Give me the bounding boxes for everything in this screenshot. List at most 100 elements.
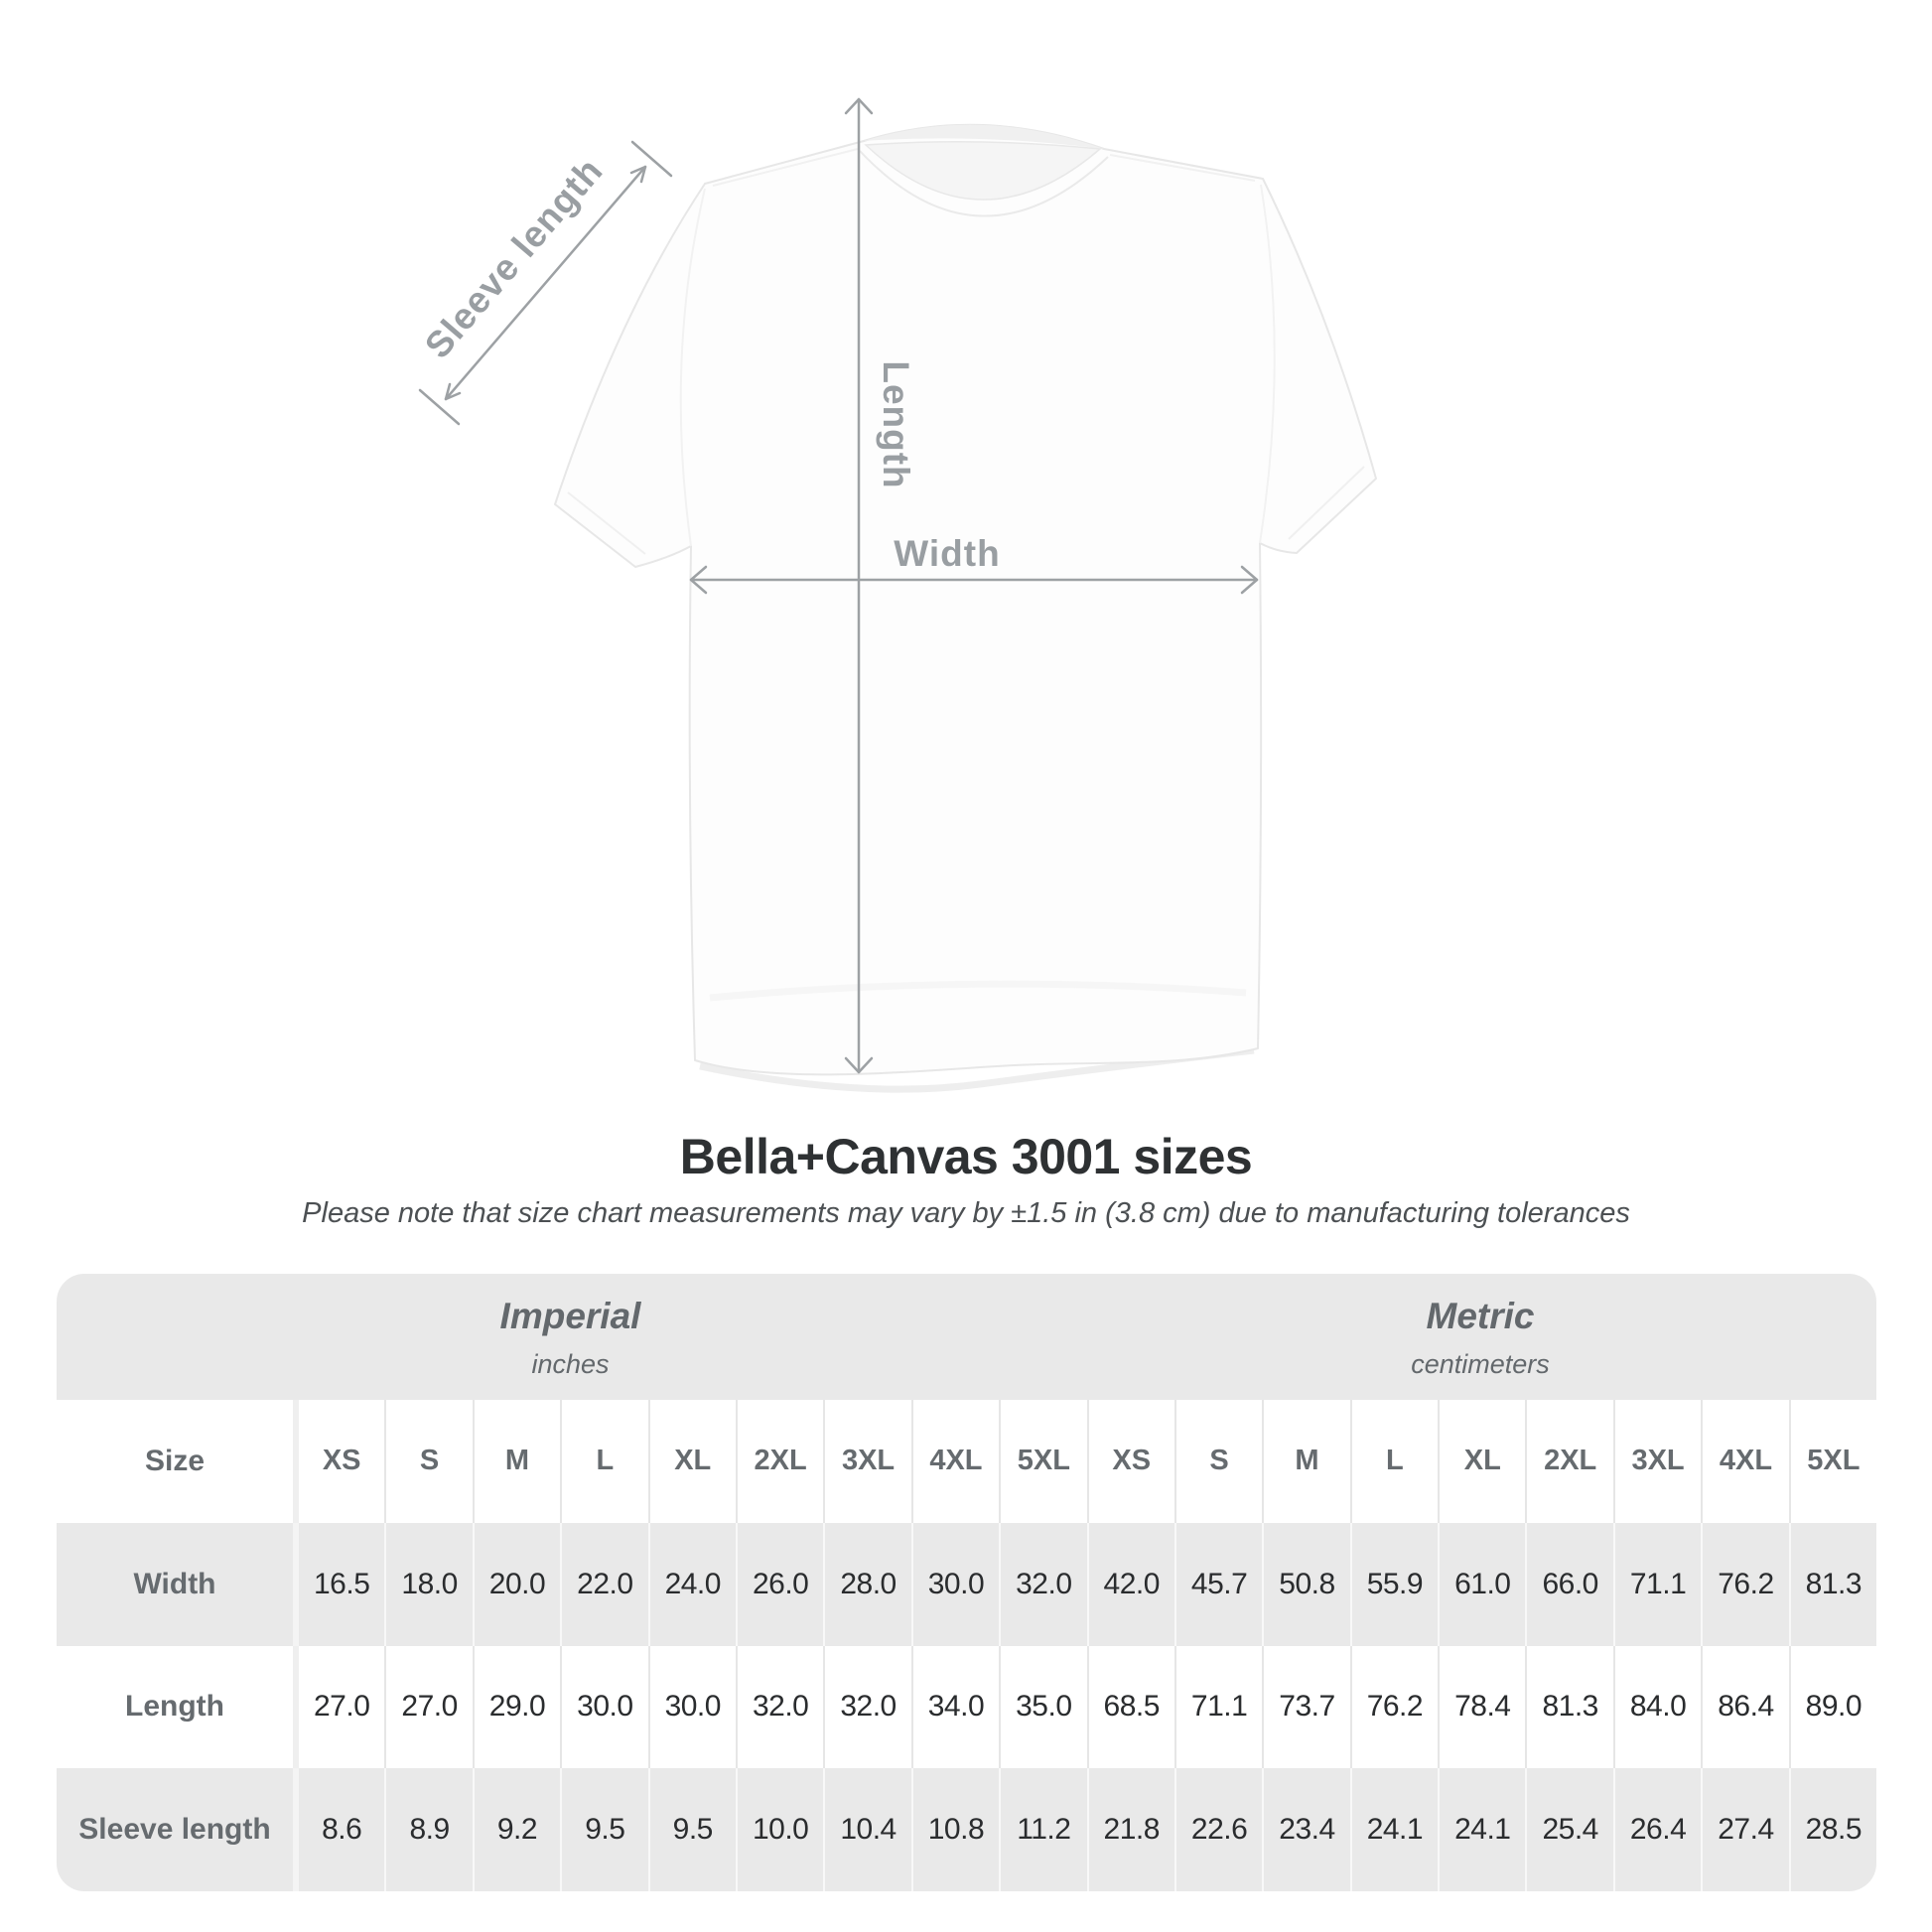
sleeve-length-label: Sleeve length <box>417 150 611 365</box>
value-cell: 8.9 <box>384 1768 472 1891</box>
value-cell: 66.0 <box>1525 1522 1612 1646</box>
value-cell: 29.0 <box>472 1645 560 1769</box>
value-cell: 50.8 <box>1262 1522 1349 1646</box>
value-cell: 32.0 <box>823 1645 910 1769</box>
armhole-seam-left <box>679 188 706 547</box>
length-label: Length <box>876 360 916 488</box>
row-label-sleeve-length: Sleeve length <box>78 1813 271 1847</box>
imperial-group-header: Imperial inches <box>57 1274 1084 1400</box>
col-header-l-metric: L <box>1349 1400 1438 1523</box>
sleeve-length-arrow <box>418 140 673 426</box>
value-cell: 24.1 <box>1438 1768 1525 1891</box>
cuff-fold-left <box>567 491 646 555</box>
collar-front-seam <box>859 150 1109 217</box>
value-cell: 61.0 <box>1438 1522 1525 1646</box>
value-cell: 8.6 <box>293 1768 384 1891</box>
value-cell: 78.4 <box>1438 1645 1525 1769</box>
value-cell: 68.5 <box>1086 1645 1174 1769</box>
value-cell: 81.3 <box>1788 1522 1876 1646</box>
tshirt-diagram: Sleeve length Length Width <box>417 97 1377 1093</box>
value-cell: 10.4 <box>823 1768 910 1891</box>
col-header-2xl-metric: 2XL <box>1525 1400 1612 1523</box>
width-label: Width <box>894 533 1000 574</box>
value-cell: 55.9 <box>1349 1522 1438 1646</box>
row-label-width: Width <box>133 1567 216 1600</box>
metric-group-label: Metric <box>1426 1296 1535 1336</box>
size-column-header: Size <box>144 1444 206 1477</box>
value-cell: 21.8 <box>1086 1768 1174 1891</box>
value-cell: 30.0 <box>647 1645 736 1769</box>
row-label-length: Length <box>125 1690 224 1724</box>
value-cell: 26.4 <box>1612 1768 1701 1891</box>
value-cell: 45.7 <box>1173 1522 1262 1646</box>
value-cell: 76.2 <box>1349 1645 1438 1769</box>
table-row: Width 16.5 18.0 20.0 22.0 24.0 26.0 28.0 30.0 32.… <box>57 1522 1876 1646</box>
value-cell: 25.4 <box>1525 1768 1612 1891</box>
value-cell: 11.2 <box>999 1768 1086 1891</box>
col-header-xl-imperial: XL <box>647 1400 736 1523</box>
value-cell: 32.0 <box>999 1522 1086 1646</box>
imperial-group-label: Imperial <box>499 1296 641 1336</box>
value-cell: 89.0 <box>1788 1645 1876 1769</box>
metric-group-header: Metric centimeters <box>1084 1274 1876 1400</box>
table-row: Length 27.0 27.0 29.0 30.0 30.0 32.0 32.0 34.0 35… <box>57 1645 1876 1769</box>
value-cell: 71.1 <box>1612 1522 1701 1646</box>
value-cell: 24.1 <box>1349 1768 1438 1891</box>
metric-group-unit: centimeters <box>1411 1349 1550 1379</box>
col-header-s-imperial: S <box>384 1400 472 1523</box>
page-title: Bella+Canvas 3001 sizes <box>679 1129 1253 1184</box>
value-cell: 9.5 <box>560 1768 647 1891</box>
value-cell: 73.7 <box>1262 1645 1349 1769</box>
col-header-xl-metric: XL <box>1438 1400 1525 1523</box>
col-header-m-metric: M <box>1262 1400 1349 1523</box>
size-table: Imperial inches Metric centimeters Size X… <box>57 1274 1876 1891</box>
value-cell: 81.3 <box>1525 1645 1612 1769</box>
shoulder-seam-left <box>712 148 859 187</box>
col-header-s-metric: S <box>1173 1400 1262 1523</box>
value-cell: 10.8 <box>910 1768 999 1891</box>
imperial-group-unit: inches <box>531 1349 610 1379</box>
col-header-5xl-metric: 5XL <box>1788 1400 1876 1523</box>
value-cell: 20.0 <box>472 1522 560 1646</box>
value-cell: 28.5 <box>1788 1768 1876 1891</box>
value-cell: 27.0 <box>293 1645 384 1769</box>
value-cell: 23.4 <box>1262 1768 1349 1891</box>
unit-group-band: Imperial inches Metric centimeters <box>57 1274 1876 1400</box>
value-cell: 28.0 <box>823 1522 910 1646</box>
size-header-row: Size XS S M L XL 2XL 3XL 4XL 5XL XS S M L XL 2XL 3XL 4XL 5… <box>57 1400 1876 1523</box>
hem-wrinkle <box>709 980 1247 1002</box>
value-cell: 30.0 <box>910 1522 999 1646</box>
value-cell: 9.2 <box>472 1768 560 1891</box>
value-cell: 76.2 <box>1701 1522 1788 1646</box>
col-header-m-imperial: M <box>472 1400 560 1523</box>
col-header-4xl-metric: 4XL <box>1701 1400 1788 1523</box>
tshirt-silhouette <box>554 123 1377 1076</box>
value-cell: 84.0 <box>1612 1645 1701 1769</box>
length-arrow <box>844 97 874 1074</box>
col-header-3xl-metric: 3XL <box>1612 1400 1701 1523</box>
col-header-3xl-imperial: 3XL <box>823 1400 910 1523</box>
table-row: Sleeve length 8.6 8.9 9.2 9.5 9.5 10.0 10.4 10.8… <box>57 1768 1876 1891</box>
value-cell: 18.0 <box>384 1522 472 1646</box>
collar-neck-opening <box>864 141 1102 201</box>
col-header-4xl-imperial: 4XL <box>910 1400 999 1523</box>
value-cell: 34.0 <box>910 1645 999 1769</box>
value-cell: 10.0 <box>735 1768 823 1891</box>
col-header-l-imperial: L <box>560 1400 647 1523</box>
value-cell: 16.5 <box>293 1522 384 1646</box>
armhole-seam-right <box>1259 184 1276 544</box>
value-cell: 32.0 <box>735 1645 823 1769</box>
value-cell: 42.0 <box>1086 1522 1174 1646</box>
measurement-arrows <box>418 97 1259 1074</box>
col-header-5xl-imperial: 5XL <box>999 1400 1086 1523</box>
value-cell: 30.0 <box>560 1645 647 1769</box>
collar-back-band <box>864 124 1104 149</box>
value-cell: 22.0 <box>560 1522 647 1646</box>
value-cell: 22.6 <box>1173 1768 1262 1891</box>
value-cell: 71.1 <box>1173 1645 1262 1769</box>
col-header-xs-metric: XS <box>1086 1400 1174 1523</box>
value-cell: 86.4 <box>1701 1645 1788 1769</box>
value-cell: 35.0 <box>999 1645 1086 1769</box>
shoulder-seam-right <box>1109 154 1256 182</box>
